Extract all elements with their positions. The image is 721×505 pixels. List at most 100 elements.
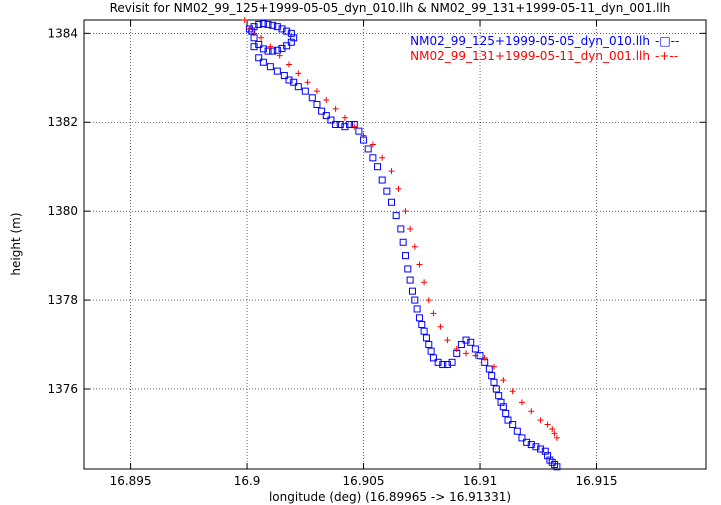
grid <box>84 20 706 469</box>
data-point-square <box>551 461 559 469</box>
data-point-square <box>427 347 435 355</box>
data-point-square <box>548 458 556 466</box>
data-point-plus <box>551 430 558 437</box>
data-point-square <box>332 120 340 128</box>
data-point-square <box>425 341 433 349</box>
data-point-square <box>290 34 298 42</box>
data-point-square <box>290 78 298 86</box>
data-point-square <box>404 265 412 273</box>
data-point-square <box>471 345 479 353</box>
data-point-plus <box>537 417 544 424</box>
data-point-square <box>264 47 272 55</box>
data-point-square <box>374 163 382 171</box>
y-tick-label: 1378 <box>47 293 78 307</box>
y-tick-label: 1376 <box>47 382 78 396</box>
chart-title: Revisit for NM02_99_125+1999-05-05_dyn_0… <box>110 1 671 15</box>
data-point-square <box>250 43 258 51</box>
data-point-square <box>313 100 321 108</box>
data-point-square <box>278 44 286 52</box>
data-point-plus <box>267 43 274 50</box>
x-axis-title: longitude (deg) (16.89965 -> 16.91331) <box>269 490 511 504</box>
data-point-plus <box>258 34 265 41</box>
data-point-square <box>413 305 421 313</box>
data-point-plus <box>553 434 560 441</box>
data-point-square <box>264 20 272 28</box>
data-point-square <box>341 123 349 131</box>
data-point-plus <box>241 17 248 23</box>
data-point-square <box>327 116 335 124</box>
series-group <box>245 20 561 471</box>
y-axis-title: height (m) <box>9 212 23 275</box>
data-point-square <box>287 38 295 46</box>
data-point-square <box>502 409 510 417</box>
data-point-square <box>378 176 386 184</box>
data-point-square <box>285 76 293 84</box>
x-tick-label: 16.915 <box>576 474 618 488</box>
data-point-square <box>420 327 428 335</box>
data-point-square <box>422 334 430 342</box>
data-point-plus <box>388 168 395 175</box>
data-point-square <box>336 120 344 128</box>
data-point-square <box>490 378 498 386</box>
data-point-plus <box>246 25 253 32</box>
data-point-square <box>513 427 521 435</box>
data-point-square <box>287 29 295 37</box>
data-point-square <box>269 47 277 55</box>
data-point-square <box>457 341 465 349</box>
data-point-square <box>278 25 286 33</box>
data-point-plus <box>313 88 320 95</box>
data-point-square <box>255 54 263 62</box>
data-point-plus <box>463 350 470 357</box>
data-point-square <box>399 238 407 246</box>
data-point-square <box>355 127 363 135</box>
data-point-square <box>546 456 554 464</box>
data-point-plus <box>472 352 479 359</box>
data-point-square <box>273 23 281 31</box>
data-point-plus <box>500 377 507 384</box>
data-point-plus <box>425 297 432 304</box>
data-point-square <box>418 321 426 329</box>
data-point-plus <box>518 399 525 406</box>
data-point-square <box>294 83 302 91</box>
data-point-square <box>488 372 496 380</box>
data-point-square <box>537 445 545 453</box>
data-point-square <box>346 120 354 128</box>
data-point-square <box>369 154 377 162</box>
y-tick-label: 1382 <box>47 115 78 129</box>
data-point-square <box>308 94 316 102</box>
data-point-square <box>269 21 277 29</box>
data-point-plus <box>453 345 460 352</box>
data-point-plus <box>421 279 428 286</box>
data-point-square <box>492 385 500 393</box>
data-point-plus <box>411 243 418 250</box>
data-point-square <box>544 452 552 460</box>
data-point-plus <box>360 132 367 139</box>
data-point-plus <box>295 70 302 77</box>
data-point-plus <box>332 105 339 112</box>
x-tick-label: 16.9 <box>234 474 261 488</box>
data-point-square <box>553 463 561 471</box>
data-point-plus <box>379 154 386 161</box>
data-point-square <box>509 421 517 429</box>
data-point-square <box>443 361 451 369</box>
data-point-plus <box>481 354 488 361</box>
data-point-plus <box>491 363 498 370</box>
data-point-square <box>497 398 505 406</box>
data-point-square <box>250 23 258 31</box>
data-point-square <box>283 27 291 35</box>
data-point-square <box>434 358 442 366</box>
data-point-square <box>401 252 409 260</box>
data-point-plus <box>528 408 535 415</box>
data-point-square <box>523 438 531 446</box>
legend: NM02_99_125+1999-05-05_dyn_010.llh -□-- … <box>410 34 679 63</box>
data-point-square <box>259 45 267 53</box>
data-point-plus <box>341 114 348 121</box>
data-point-square <box>411 296 419 304</box>
data-point-square <box>415 314 423 322</box>
data-point-plus <box>430 310 437 317</box>
data-point-square <box>248 27 256 35</box>
data-point-square <box>280 72 288 80</box>
legend-entry-label: NM02_99_131+1999-05-11_dyn_001.llh <box>410 49 650 63</box>
data-point-square <box>541 447 549 455</box>
